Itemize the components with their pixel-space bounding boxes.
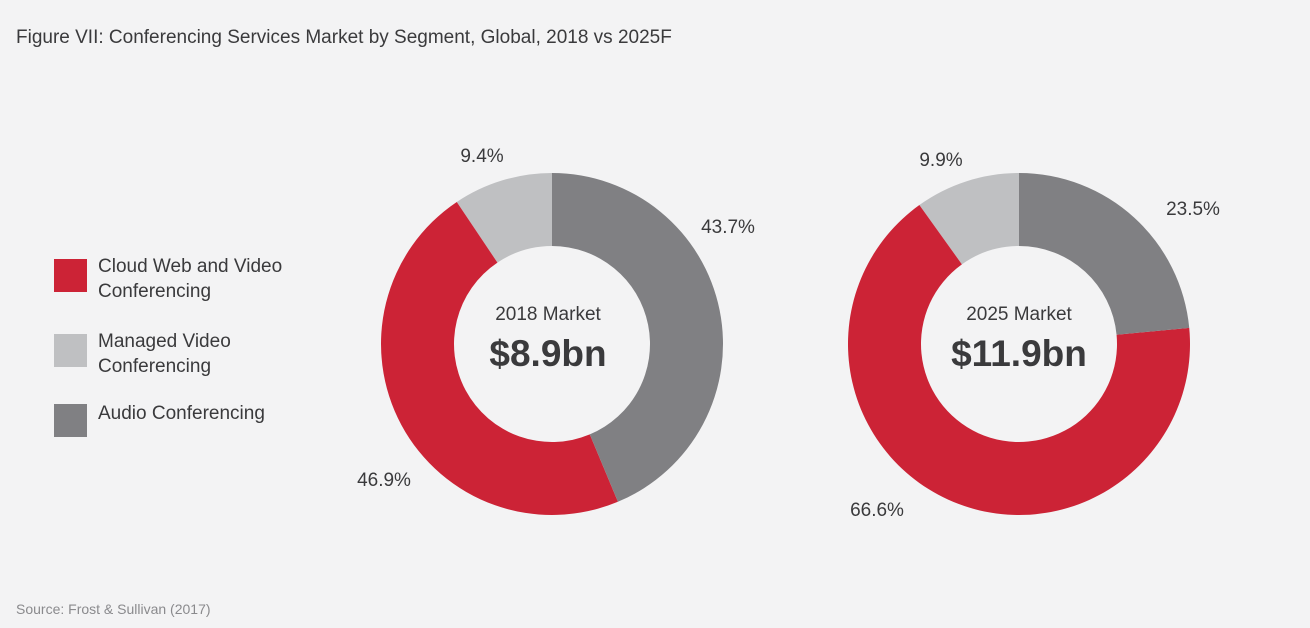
segment-cloud-2025 — [848, 205, 1190, 515]
segment-managed-2018 — [456, 173, 552, 263]
label-audio-2025: 23.5% — [1166, 199, 1220, 220]
segment-managed-2025 — [919, 173, 1019, 265]
segment-cloud-2018 — [381, 201, 618, 516]
legend-label-cloud: Cloud Web and Video Conferencing — [98, 256, 283, 302]
legend-swatch-cloud — [54, 259, 87, 292]
donut-chart-2018: 2018 Market $8.9bn 46.9% 9.4% 43.7% — [357, 146, 755, 516]
center-label-2025: 2025 Market — [966, 304, 1072, 325]
source-note: Source: Frost & Sullivan (2017) — [16, 601, 211, 617]
label-cloud-2025: 66.6% — [850, 500, 904, 521]
label-managed-2018: 9.4% — [460, 146, 503, 167]
legend-swatch-audio — [54, 404, 87, 437]
center-label-2018: 2018 Market — [495, 304, 601, 325]
segment-audio-2025 — [1019, 173, 1190, 335]
figure-title: Figure VII: Conferencing Services Market… — [16, 27, 672, 48]
donut-chart-2025: 2025 Market $11.9bn 66.6% 9.9% 23.5% — [848, 150, 1220, 521]
label-managed-2025: 9.9% — [919, 150, 962, 171]
label-audio-2018: 43.7% — [701, 217, 755, 238]
segment-audio-2018 — [552, 173, 724, 502]
label-cloud-2018: 46.9% — [357, 470, 411, 491]
legend-label-audio: Audio Conferencing — [98, 403, 265, 424]
legend-swatch-managed — [54, 334, 87, 367]
legend-label-managed: Managed Video Conferencing — [98, 331, 231, 377]
center-value-2025: $11.9bn — [951, 333, 1087, 374]
center-value-2018: $8.9bn — [489, 333, 606, 374]
